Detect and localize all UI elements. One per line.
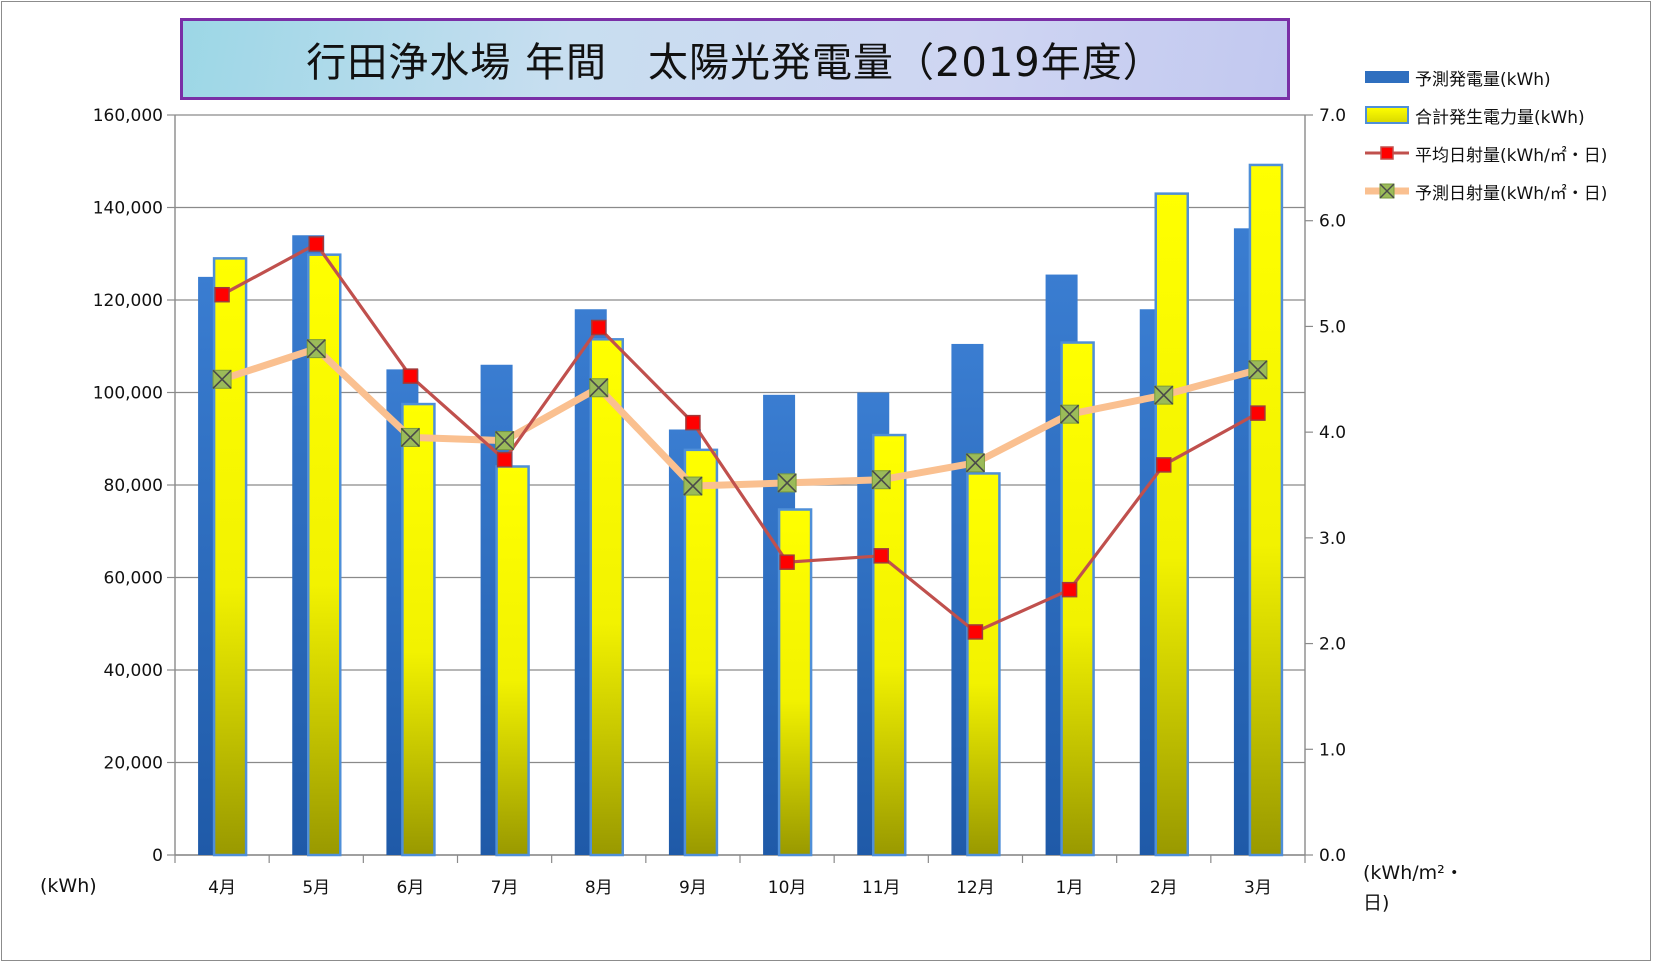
x-tick-label: 11月 bbox=[862, 878, 901, 898]
marker-average-irradiance bbox=[967, 624, 984, 640]
marker-average-irradiance bbox=[308, 236, 324, 252]
x-tick-label: 6月 bbox=[397, 878, 425, 898]
x-tick-label: 12月 bbox=[956, 878, 995, 898]
marker-average-irradiance bbox=[402, 368, 419, 384]
bar-total-generation bbox=[495, 465, 530, 857]
line-predicted-irradiance bbox=[220, 345, 1259, 490]
right-tick-label: 5.0 bbox=[1319, 317, 1346, 337]
marker-average-irradiance bbox=[1061, 581, 1078, 598]
marker-average-irradiance bbox=[685, 414, 701, 431]
yellow-bar-swatch-icon bbox=[1365, 105, 1409, 125]
x-tick-label: 1月 bbox=[1056, 878, 1084, 898]
marker-average-irradiance bbox=[214, 286, 230, 303]
tick-labels: 0 20,000 40,000 60,000 80,000 100,000 120,000 1… bbox=[93, 106, 1346, 898]
right-tick-label: 0.0 bbox=[1319, 846, 1346, 866]
marker-x-stroke bbox=[777, 473, 797, 493]
left-tick-label: 140,000 bbox=[93, 199, 163, 219]
legend-item-predicted-generation: 予測発電量(kWh) bbox=[1365, 58, 1650, 96]
marker-average-irradiance bbox=[779, 554, 795, 570]
left-tick-label: 0 bbox=[152, 846, 163, 866]
legend-item-predicted-irradiance: 予測日射量(kWh/㎡・日) bbox=[1365, 172, 1650, 210]
bar-total-generation bbox=[589, 338, 624, 857]
marker-x-stroke bbox=[212, 369, 232, 389]
right-tick-label: 1.0 bbox=[1319, 740, 1346, 760]
marker-average-irradiance bbox=[1156, 457, 1172, 473]
marker-average-irradiance bbox=[591, 319, 607, 336]
left-tick-label: 40,000 bbox=[104, 661, 163, 681]
marker-x-stroke bbox=[306, 339, 326, 359]
marker-x-stroke bbox=[1154, 385, 1174, 405]
bars bbox=[198, 163, 1284, 857]
marker-x-stroke bbox=[683, 476, 703, 496]
marker-x-stroke bbox=[400, 427, 420, 447]
blue-bar-swatch-icon bbox=[1365, 67, 1409, 87]
marker-x-stroke bbox=[965, 453, 985, 473]
left-axis-unit: (kWh) bbox=[40, 875, 97, 897]
legend-item-total-generation: 合計発生電力量(kWh) bbox=[1365, 96, 1650, 134]
lines bbox=[212, 236, 1268, 640]
legend-label: 平均日射量(kWh/㎡・日) bbox=[1415, 145, 1608, 166]
red-square-line-swatch-icon bbox=[1365, 143, 1409, 163]
chart-title-box: 行田浄水場 年間 太陽光発電量（2019年度） bbox=[180, 18, 1290, 100]
bar-total-generation bbox=[872, 433, 907, 857]
marker-x-stroke bbox=[589, 378, 609, 398]
bar-total-generation bbox=[966, 472, 1001, 857]
right-tick-label: 2.0 bbox=[1319, 635, 1346, 655]
bar-total-generation bbox=[1154, 192, 1189, 857]
left-tick-label: 160,000 bbox=[93, 106, 163, 126]
right-tick-label: 7.0 bbox=[1319, 106, 1346, 126]
left-tick-label: 60,000 bbox=[104, 569, 163, 589]
marker-x-stroke bbox=[871, 470, 891, 490]
bar-total-generation bbox=[683, 448, 719, 857]
legend-label: 予測日射量(kWh/㎡・日) bbox=[1415, 183, 1608, 204]
legend-item-average-irradiance: 平均日射量(kWh/㎡・日) bbox=[1365, 134, 1650, 172]
marker-average-irradiance bbox=[1250, 405, 1266, 421]
bar-total-generation bbox=[1060, 341, 1095, 857]
x-tick-label: 5月 bbox=[302, 878, 330, 898]
axes bbox=[167, 114, 1313, 863]
marker-x-stroke bbox=[1248, 360, 1268, 380]
right-axis-unit-line1: (kWh/m²・ bbox=[1363, 862, 1464, 884]
right-axis-unit-line2: 日) bbox=[1363, 892, 1390, 914]
x-tick-label: 2月 bbox=[1150, 878, 1178, 898]
bar-total-generation bbox=[1248, 163, 1284, 857]
left-tick-label: 120,000 bbox=[93, 291, 163, 311]
right-tick-label: 3.0 bbox=[1319, 529, 1346, 549]
line-average-irradiance bbox=[221, 242, 1259, 634]
left-tick-label: 20,000 bbox=[104, 754, 163, 774]
right-tick-label: 6.0 bbox=[1319, 212, 1346, 232]
left-tick-label: 100,000 bbox=[93, 384, 163, 404]
green-x-line-swatch-icon bbox=[1365, 181, 1409, 201]
x-tick-label: 9月 bbox=[679, 878, 707, 898]
bar-total-generation bbox=[212, 257, 248, 857]
bar-total-generation bbox=[401, 402, 436, 857]
legend: 予測発電量(kWh) 合計発生電力量(kWh) 平均日射量(kWh/㎡・日) 予… bbox=[1365, 58, 1650, 210]
marker-x-stroke bbox=[1060, 404, 1080, 424]
x-tick-label: 10月 bbox=[768, 878, 807, 898]
x-tick-label: 7月 bbox=[491, 878, 519, 898]
marker-average-irradiance bbox=[496, 451, 513, 468]
chart-title: 行田浄水場 年間 太陽光発電量（2019年度） bbox=[306, 40, 1164, 86]
legend-label: 予測発電量(kWh) bbox=[1415, 69, 1551, 90]
x-tick-label: 4月 bbox=[208, 878, 236, 898]
x-tick-label: 8月 bbox=[585, 878, 613, 898]
x-tick-label: 3月 bbox=[1244, 878, 1272, 898]
marker-x-stroke bbox=[495, 431, 515, 451]
left-tick-label: 80,000 bbox=[104, 476, 163, 496]
right-tick-label: 4.0 bbox=[1319, 423, 1346, 443]
marker-average-irradiance bbox=[873, 548, 889, 564]
legend-label: 合計発生電力量(kWh) bbox=[1415, 107, 1585, 128]
